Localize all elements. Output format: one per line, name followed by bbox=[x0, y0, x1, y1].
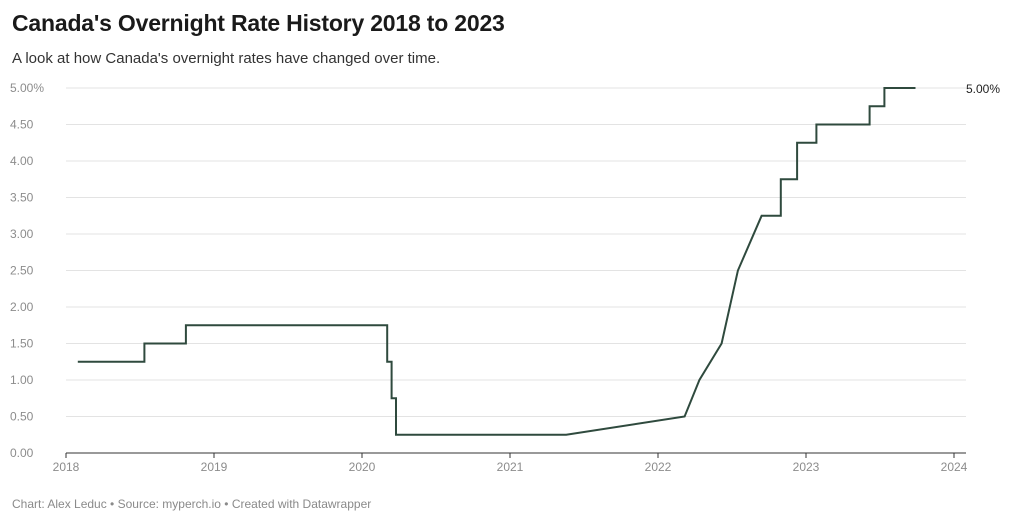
series-line bbox=[77, 87, 916, 436]
chart-title: Canada's Overnight Rate History 2018 to … bbox=[12, 10, 505, 36]
x-tick-label: 2018 bbox=[53, 460, 80, 474]
y-tick-label: 1.50 bbox=[10, 337, 34, 351]
grid-lines bbox=[66, 87, 966, 454]
y-tick-label: 3.50 bbox=[10, 191, 34, 205]
y-tick-label: 2.00 bbox=[10, 300, 34, 314]
y-tick-label: 0.50 bbox=[10, 410, 34, 424]
y-tick-label: 1.00 bbox=[10, 373, 34, 387]
y-axis: 0.00 0.50 1.00 1.50 2.00 2.50 3.00 3.50 4.00 4.50… bbox=[10, 81, 44, 460]
x-tick-label: 2021 bbox=[497, 460, 524, 474]
y-tick-label: 5.00% bbox=[10, 81, 44, 95]
x-tick-label: 2020 bbox=[349, 460, 376, 474]
x-tick-label: 2024 bbox=[941, 460, 968, 474]
series-group bbox=[77, 87, 916, 436]
y-tick-label: 0.00 bbox=[10, 446, 34, 460]
y-tick-label: 4.00 bbox=[10, 154, 34, 168]
y-tick-label: 2.50 bbox=[10, 264, 34, 278]
x-tick-label: 2019 bbox=[201, 460, 228, 474]
x-tick-label: 2023 bbox=[793, 460, 820, 474]
chart-credits: Chart: Alex Leduc • Source: myperch.io •… bbox=[12, 497, 372, 511]
x-tick-label: 2022 bbox=[645, 460, 672, 474]
x-axis: 2018 2019 2020 2021 2022 2023 2024 bbox=[53, 453, 968, 474]
end-value-label: 5.00% bbox=[966, 82, 1000, 96]
chart-subtitle: A look at how Canada's overnight rates h… bbox=[12, 50, 441, 67]
y-tick-label: 4.50 bbox=[10, 118, 34, 132]
y-tick-label: 3.00 bbox=[10, 227, 34, 241]
